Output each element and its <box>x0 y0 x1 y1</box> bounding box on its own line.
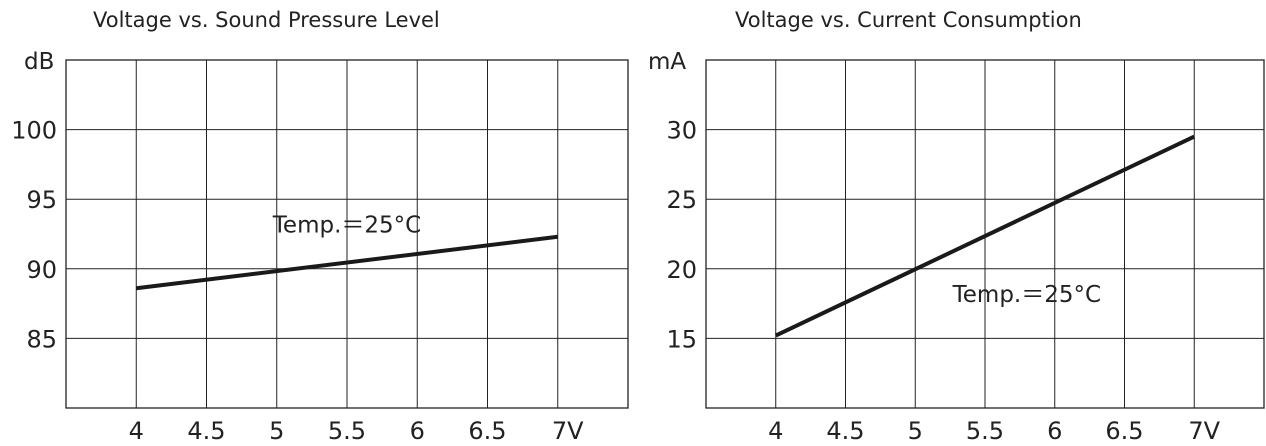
current-y-tick-label: 15 <box>666 325 697 353</box>
current-series-line-0 <box>774 134 1196 338</box>
current-x-tick-label: 4 <box>768 417 783 445</box>
current-x-tick-label: 5 <box>908 417 923 445</box>
current-temperature-annotation: Temp.＝25°C <box>952 282 1101 308</box>
spl-temperature-annotation: Temp.＝25°C <box>272 213 421 239</box>
current-x-tick-label: 6 <box>1047 417 1062 445</box>
current-y-tick-label: 25 <box>666 186 697 214</box>
spl-x-tick-label: 6.5 <box>468 417 506 445</box>
current-y-tick-label: 20 <box>666 256 697 284</box>
spl-x-tick-label: 5.5 <box>328 417 366 445</box>
current-x-tick-label: 4.5 <box>826 417 864 445</box>
spl-y-tick-label: 90 <box>26 256 57 284</box>
chart-title-current-consumption: Voltage vs. Current Consumption <box>735 8 1082 32</box>
spl-series-line-0 <box>136 234 558 291</box>
chart-title-sound-pressure: Voltage vs. Sound Pressure Level <box>93 8 440 32</box>
spl-y-tick-label: 100 <box>11 117 57 145</box>
current-y-tick-label: 30 <box>666 117 697 145</box>
spl-y-tick-label: 85 <box>26 325 57 353</box>
spl-y-axis-label: dB <box>24 49 54 75</box>
current-x-tick-label: 7V <box>1188 417 1220 445</box>
spl-x-tick-label: 5 <box>269 417 284 445</box>
current-x-tick-label: 5.5 <box>966 417 1004 445</box>
current-x-tick-label: 6.5 <box>1105 417 1143 445</box>
spl-x-tick-label: 4.5 <box>187 417 225 445</box>
spl-x-tick-label: 7V <box>552 417 584 445</box>
spl-x-tick-label: 6 <box>410 417 425 445</box>
spl-y-tick-label: 95 <box>26 186 57 214</box>
chart-sound-pressure: 4 4.5 5 5.5 6 6.5 7V 85 90 95 100 dB Temp.＝25°C <box>11 49 629 445</box>
chart-current-consumption: 4 4.5 5 5.5 6 6.5 7V 15 20 25 30 mA Temp.＝25°C <box>648 49 1265 445</box>
spl-x-tick-label: 4 <box>129 417 144 445</box>
current-y-axis-label: mA <box>648 49 686 75</box>
